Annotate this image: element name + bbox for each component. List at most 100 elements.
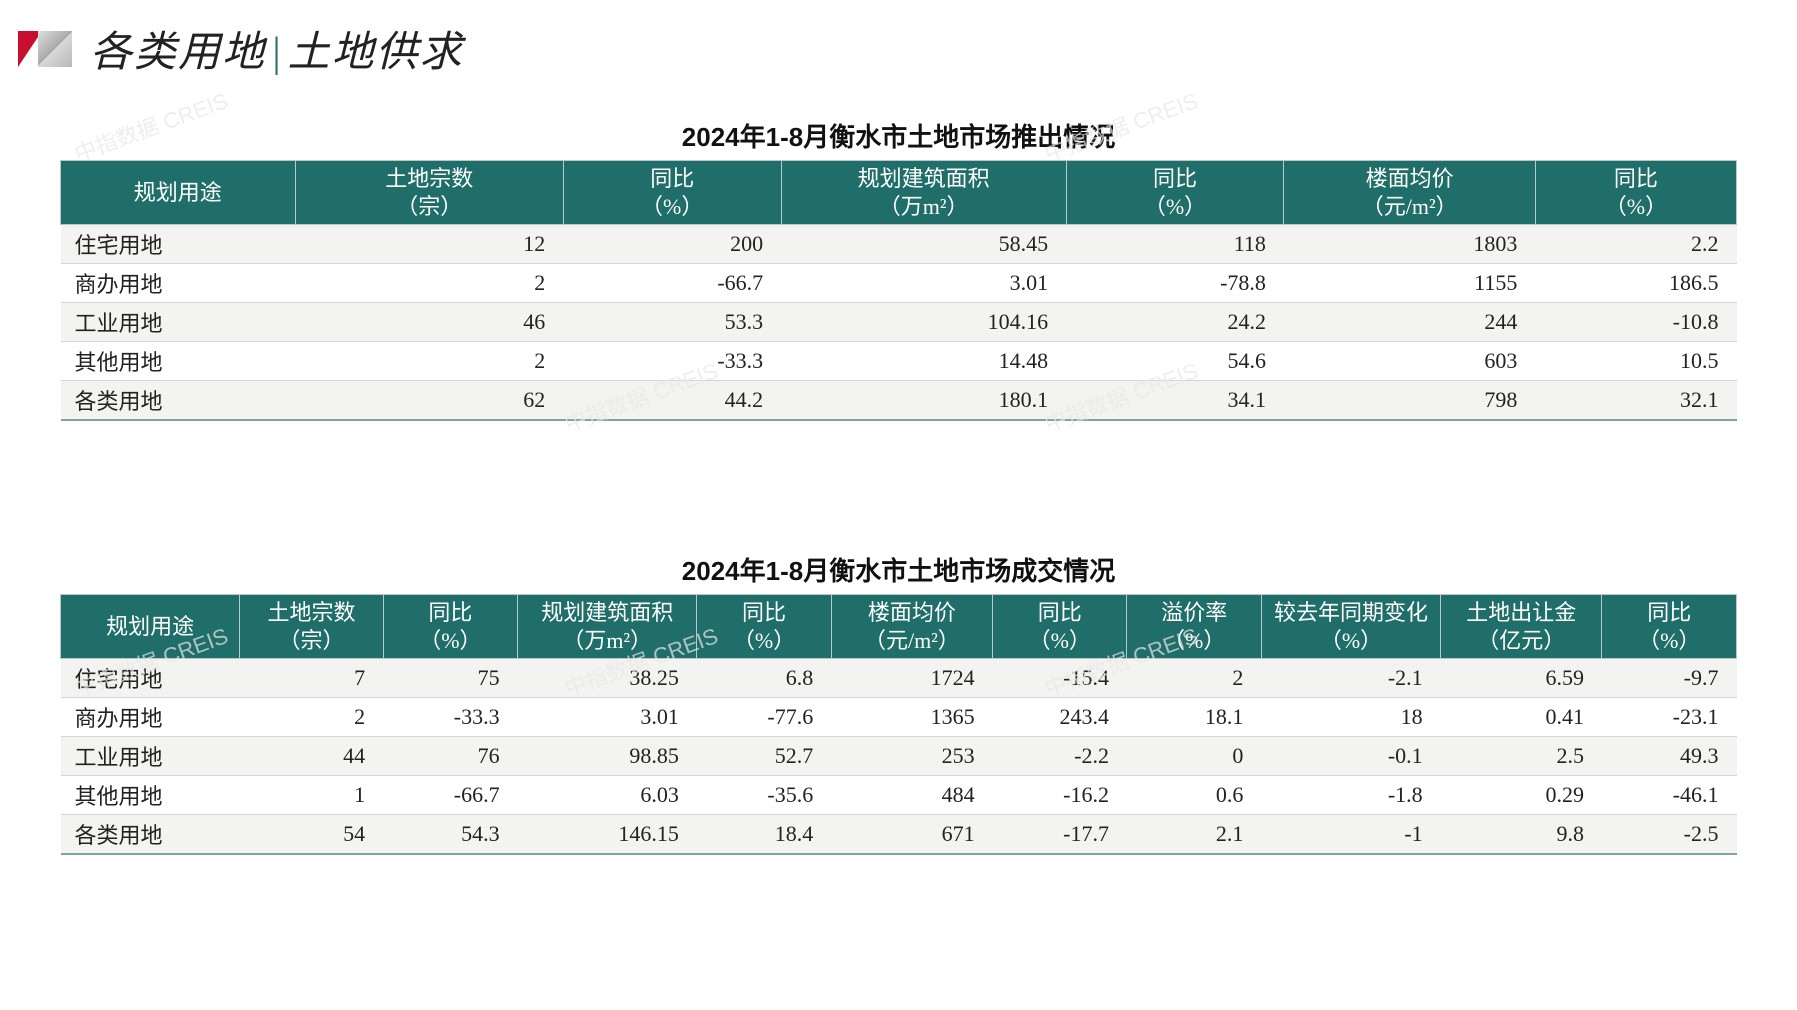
data-cell: 54.3 <box>383 815 517 855</box>
launch-header-5: 楼面均价（元/m²） <box>1284 161 1535 225</box>
table-row: 其他用地2-33.314.4854.660310.5 <box>61 342 1737 381</box>
data-cell: -77.6 <box>697 698 831 737</box>
data-cell: 603 <box>1284 342 1535 381</box>
data-cell: 3.01 <box>518 698 697 737</box>
row-label-cell: 住宅用地 <box>61 659 240 698</box>
data-cell: 6.59 <box>1441 659 1602 698</box>
launch-header-0: 规划用途 <box>61 161 296 225</box>
row-label-cell: 工业用地 <box>61 303 296 342</box>
data-cell: 38.25 <box>518 659 697 698</box>
data-cell: 2.5 <box>1441 737 1602 776</box>
data-cell: 76 <box>383 737 517 776</box>
data-cell: 146.15 <box>518 815 697 855</box>
data-cell: -2.1 <box>1261 659 1440 698</box>
data-cell: -16.2 <box>993 776 1127 815</box>
data-cell: 244 <box>1284 303 1535 342</box>
data-cell: -15.4 <box>993 659 1127 698</box>
launch-header-2: 同比（%） <box>563 161 781 225</box>
data-cell: 2 <box>295 342 563 381</box>
data-cell: 7 <box>240 659 383 698</box>
data-cell: -66.7 <box>383 776 517 815</box>
deal-header-6: 同比（%） <box>993 595 1127 659</box>
data-cell: 6.03 <box>518 776 697 815</box>
data-cell: 18.4 <box>697 815 831 855</box>
data-cell: -2.2 <box>993 737 1127 776</box>
deal-header-1: 土地宗数（宗） <box>240 595 383 659</box>
deal-header-8: 较去年同期变化（%） <box>1261 595 1440 659</box>
data-cell: -23.1 <box>1602 698 1737 737</box>
data-cell: 2 <box>295 264 563 303</box>
data-cell: -33.3 <box>383 698 517 737</box>
data-cell: 6.8 <box>697 659 831 698</box>
data-cell: 243.4 <box>993 698 1127 737</box>
data-cell: 253 <box>831 737 992 776</box>
deal-header-7: 溢价率（%） <box>1127 595 1261 659</box>
data-cell: -10.8 <box>1535 303 1736 342</box>
data-cell: 2.2 <box>1535 225 1736 264</box>
data-cell: -66.7 <box>563 264 781 303</box>
deal-header-0: 规划用途 <box>61 595 240 659</box>
logo-icon <box>18 31 72 67</box>
data-cell: 186.5 <box>1535 264 1736 303</box>
data-cell: 24.2 <box>1066 303 1284 342</box>
title-separator: | <box>270 30 284 76</box>
deal-header-9: 土地出让金（亿元） <box>1441 595 1602 659</box>
data-cell: 44.2 <box>563 381 781 421</box>
page-title: 各类用地|土地供求 <box>90 18 464 79</box>
title-left: 各类用地 <box>90 30 266 76</box>
data-cell: 484 <box>831 776 992 815</box>
market-launch-table: 规划用途土地宗数（宗）同比（%）规划建筑面积（万m²）同比（%）楼面均价（元/m… <box>60 160 1737 421</box>
data-cell: 58.45 <box>781 225 1066 264</box>
data-cell: 53.3 <box>563 303 781 342</box>
row-label-cell: 各类用地 <box>61 815 240 855</box>
data-cell: 798 <box>1284 381 1535 421</box>
section-table1: 2024年1-8月衡水市土地市场推出情况 规划用途土地宗数（宗）同比（%）规划建… <box>0 117 1797 421</box>
data-cell: 49.3 <box>1602 737 1737 776</box>
table-row: 商办用地2-33.33.01-77.61365243.418.1180.41-2… <box>61 698 1737 737</box>
row-label-cell: 其他用地 <box>61 776 240 815</box>
data-cell: -1 <box>1261 815 1440 855</box>
table-row: 其他用地1-66.76.03-35.6484-16.20.6-1.80.29-4… <box>61 776 1737 815</box>
data-cell: 12 <box>295 225 563 264</box>
launch-header-1: 土地宗数（宗） <box>295 161 563 225</box>
data-cell: -33.3 <box>563 342 781 381</box>
data-cell: 54.6 <box>1066 342 1284 381</box>
data-cell: 10.5 <box>1535 342 1736 381</box>
launch-header-4: 同比（%） <box>1066 161 1284 225</box>
data-cell: 104.16 <box>781 303 1066 342</box>
table-row: 各类用地6244.2180.134.179832.1 <box>61 381 1737 421</box>
data-cell: 0.41 <box>1441 698 1602 737</box>
data-cell: 0 <box>1127 737 1261 776</box>
section-table2: 2024年1-8月衡水市土地市场成交情况 规划用途土地宗数（宗）同比（%）规划建… <box>0 551 1797 855</box>
data-cell: -2.5 <box>1602 815 1737 855</box>
table-row: 商办用地2-66.73.01-78.81155186.5 <box>61 264 1737 303</box>
row-label-cell: 商办用地 <box>61 264 296 303</box>
data-cell: 200 <box>563 225 781 264</box>
data-cell: 2 <box>240 698 383 737</box>
data-cell: 1803 <box>1284 225 1535 264</box>
data-cell: 0.6 <box>1127 776 1261 815</box>
data-cell: 54 <box>240 815 383 855</box>
title-right: 土地供求 <box>288 30 464 76</box>
data-cell: -9.7 <box>1602 659 1737 698</box>
data-cell: -1.8 <box>1261 776 1440 815</box>
data-cell: 1 <box>240 776 383 815</box>
data-cell: 75 <box>383 659 517 698</box>
launch-header-3: 规划建筑面积（万m²） <box>781 161 1066 225</box>
row-label-cell: 各类用地 <box>61 381 296 421</box>
row-label-cell: 其他用地 <box>61 342 296 381</box>
table-row: 住宅用地77538.256.81724-15.42-2.16.59-9.7 <box>61 659 1737 698</box>
table1-title: 2024年1-8月衡水市土地市场推出情况 <box>60 117 1737 154</box>
data-cell: 44 <box>240 737 383 776</box>
data-cell: 2 <box>1127 659 1261 698</box>
data-cell: -78.8 <box>1066 264 1284 303</box>
data-cell: 1155 <box>1284 264 1535 303</box>
data-cell: 98.85 <box>518 737 697 776</box>
table-row: 工业用地447698.8552.7253-2.20-0.12.549.3 <box>61 737 1737 776</box>
data-cell: 52.7 <box>697 737 831 776</box>
data-cell: 671 <box>831 815 992 855</box>
page-header: 各类用地|土地供求 <box>0 0 1797 79</box>
data-cell: 1724 <box>831 659 992 698</box>
data-cell: 62 <box>295 381 563 421</box>
data-cell: 3.01 <box>781 264 1066 303</box>
